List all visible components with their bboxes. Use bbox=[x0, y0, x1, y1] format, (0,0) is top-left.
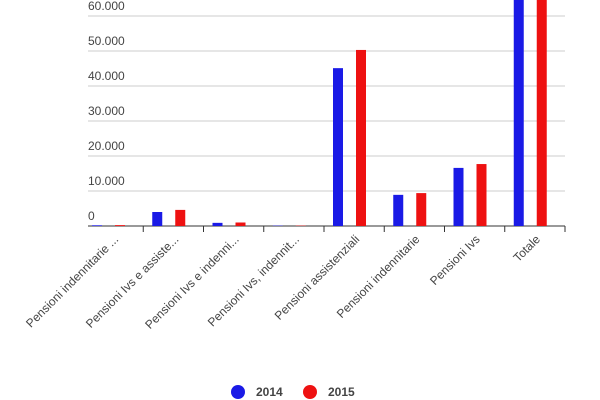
x-tick-label: Totale bbox=[510, 232, 543, 265]
bar bbox=[175, 209, 186, 226]
bar bbox=[115, 225, 125, 226]
y-tick-label: 50.000 bbox=[88, 34, 125, 48]
bar bbox=[212, 222, 223, 226]
bar bbox=[453, 167, 464, 226]
legend-marker bbox=[303, 385, 317, 399]
y-tick-label: 0 bbox=[88, 209, 95, 223]
x-tick-label: Pensioni Ivs bbox=[427, 232, 483, 288]
bar bbox=[536, 0, 547, 227]
bar bbox=[92, 225, 102, 226]
y-tick-label: 60.000 bbox=[88, 0, 125, 13]
bar bbox=[356, 49, 366, 227]
bar bbox=[393, 194, 404, 226]
bar bbox=[333, 68, 343, 227]
y-tick-label: 40.000 bbox=[88, 69, 125, 83]
legend-label: 2015 bbox=[328, 385, 355, 399]
bar bbox=[152, 212, 163, 226]
y-tick-label: 20.000 bbox=[88, 139, 125, 153]
y-tick-label: 30.000 bbox=[88, 104, 125, 118]
bar bbox=[235, 222, 246, 226]
legend-label: 2014 bbox=[256, 385, 283, 399]
legend-marker bbox=[231, 385, 245, 399]
bar bbox=[476, 164, 487, 226]
bar bbox=[513, 0, 524, 226]
y-tick-label: 10.000 bbox=[88, 174, 125, 188]
bar bbox=[416, 193, 427, 226]
